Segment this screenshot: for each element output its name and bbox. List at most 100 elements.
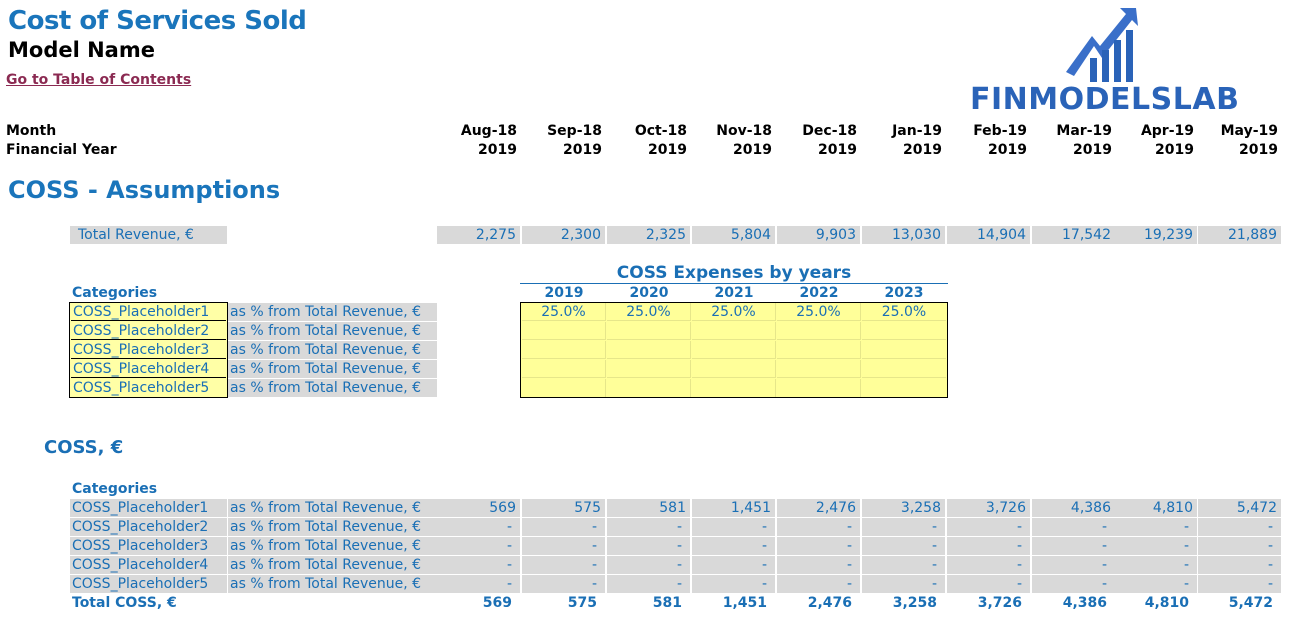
coss-value-cell: 575 — [522, 499, 605, 517]
coss-unit-cell: as % from Total Revenue, € — [228, 575, 437, 593]
coss-value-cell: - — [437, 518, 520, 536]
expense-input-cell[interactable] — [607, 341, 691, 359]
coss-value-cell: 569 — [437, 499, 520, 517]
coss-value-cell: - — [522, 575, 605, 593]
expense-input-cell[interactable]: 25.0% — [692, 303, 776, 321]
coss-value-cell: - — [1114, 575, 1197, 593]
total-value-cell: 3,726 — [977, 595, 1022, 611]
expense-input-cell[interactable] — [607, 379, 691, 397]
coss-value-cell: 3,258 — [862, 499, 945, 517]
fy-header-cell: 2019 — [648, 142, 687, 158]
coss-value-cell: - — [1114, 556, 1197, 574]
total-value-cell: 4,810 — [1144, 595, 1189, 611]
coss-value-cell: - — [862, 537, 945, 555]
month-header-cell: Nov-18 — [716, 123, 772, 139]
total-value-cell: 5,472 — [1228, 595, 1273, 611]
category-name-cell: COSS_Placeholder3 — [71, 341, 226, 359]
expenses-year-cell: 2020 — [629, 285, 669, 301]
expense-input-cell[interactable]: 25.0% — [607, 303, 691, 321]
coss-value-cell: 4,386 — [1032, 499, 1115, 517]
expense-input-cell[interactable] — [777, 322, 861, 340]
month-header-cell: Apr-19 — [1140, 123, 1194, 139]
coss-value-cell: 5,472 — [1198, 499, 1281, 517]
coss-value-cell: - — [437, 575, 520, 593]
expense-input-cell[interactable]: 25.0% — [862, 303, 946, 321]
category-unit-cell: as % from Total Revenue, € — [228, 379, 437, 397]
expense-input-cell[interactable] — [777, 379, 861, 397]
expense-input-cell[interactable] — [692, 360, 776, 378]
expense-input-cell[interactable] — [692, 379, 776, 397]
coss-value-cell: - — [1198, 518, 1281, 536]
revenue-value-cell: 13,030 — [862, 226, 945, 244]
revenue-value-cell: 9,903 — [777, 226, 860, 244]
expense-input-cell[interactable] — [862, 341, 946, 359]
coss-value-cell: - — [1032, 575, 1115, 593]
fy-header-cell: 2019 — [903, 142, 942, 158]
toc-link[interactable]: Go to Table of Contents — [6, 72, 192, 88]
revenue-value-cell: 14,904 — [947, 226, 1030, 244]
coss-value-cell: 4,810 — [1114, 499, 1197, 517]
coss-value-cell: 3,726 — [947, 499, 1030, 517]
coss-category-cell: COSS_Placeholder1 — [70, 499, 227, 517]
month-header-cell: Jan-19 — [892, 123, 942, 139]
revenue-label: Total Revenue, € — [78, 227, 194, 243]
coss-value-cell: - — [522, 537, 605, 555]
revenue-value-cell: 2,325 — [607, 226, 690, 244]
category-name-cell: COSS_Placeholder2 — [71, 322, 226, 340]
fy-header-cell: 2019 — [1239, 142, 1278, 158]
coss-value-cell: - — [437, 556, 520, 574]
coss-value-cell: - — [947, 537, 1030, 555]
coss-value-cell: 2,476 — [777, 499, 860, 517]
expense-input-cell[interactable] — [522, 341, 606, 359]
expense-input-cell[interactable] — [692, 322, 776, 340]
fy-header-cell: 2019 — [1073, 142, 1112, 158]
coss-value-cell: - — [862, 518, 945, 536]
coss-value-cell: - — [947, 575, 1030, 593]
category-name-cell: COSS_Placeholder5 — [73, 380, 210, 396]
total-label: Total COSS, € — [72, 595, 177, 611]
month-header-cell: Mar-19 — [1056, 123, 1112, 139]
assumptions-categories-label: Categories — [72, 285, 158, 301]
assumptions-title: COSS - Assumptions — [8, 176, 281, 204]
coss-value-cell: 581 — [607, 499, 690, 517]
expense-input-cell[interactable]: 25.0% — [777, 303, 861, 321]
coss-value-cell: - — [862, 556, 945, 574]
expense-input-cell[interactable] — [862, 360, 946, 378]
coss-value-cell: - — [947, 518, 1030, 536]
expense-input-cell[interactable] — [862, 379, 946, 397]
coss-value-cell: - — [947, 556, 1030, 574]
coss-value-cell: - — [777, 518, 860, 536]
coss-value-cell: - — [1198, 575, 1281, 593]
revenue-value-cell: 21,889 — [1198, 226, 1281, 244]
expense-input-cell[interactable] — [522, 322, 606, 340]
total-value-cell: 1,451 — [722, 595, 767, 611]
expenses-year-cell: 2022 — [799, 285, 839, 301]
bar-chart-arrow-icon — [1066, 8, 1138, 82]
expense-input-cell[interactable] — [862, 322, 946, 340]
coss-value-cell: - — [607, 556, 690, 574]
fy-label: Financial Year — [6, 142, 117, 158]
coss-value-cell: - — [1114, 518, 1197, 536]
expense-input-cell[interactable]: 25.0% — [522, 303, 606, 321]
total-value-cell: 3,258 — [892, 595, 937, 611]
coss-category-cell: COSS_Placeholder5 — [70, 575, 227, 593]
fy-header-cell: 2019 — [818, 142, 857, 158]
expense-input-cell[interactable] — [607, 322, 691, 340]
coss-value-cell: - — [522, 518, 605, 536]
expense-input-cell[interactable] — [522, 360, 606, 378]
month-header-cell: Aug-18 — [460, 123, 517, 139]
revenue-value-cell: 17,542 — [1032, 226, 1115, 244]
expense-input-cell[interactable] — [607, 360, 691, 378]
expenses-year-cell: 2023 — [884, 285, 924, 301]
coss-category-cell: COSS_Placeholder4 — [70, 556, 227, 574]
category-unit-cell: as % from Total Revenue, € — [228, 303, 437, 321]
category-name-cell: COSS_Placeholder1 — [71, 303, 226, 321]
coss-unit-cell: as % from Total Revenue, € — [228, 518, 437, 536]
coss-title: COSS, € — [44, 437, 124, 458]
expense-input-cell[interactable] — [522, 379, 606, 397]
expense-input-cell[interactable] — [777, 341, 861, 359]
expenses-year-cell: 2019 — [544, 285, 584, 301]
expense-input-cell[interactable] — [692, 341, 776, 359]
logo-text: FINMODELSLAB — [970, 82, 1240, 117]
expense-input-cell[interactable] — [777, 360, 861, 378]
